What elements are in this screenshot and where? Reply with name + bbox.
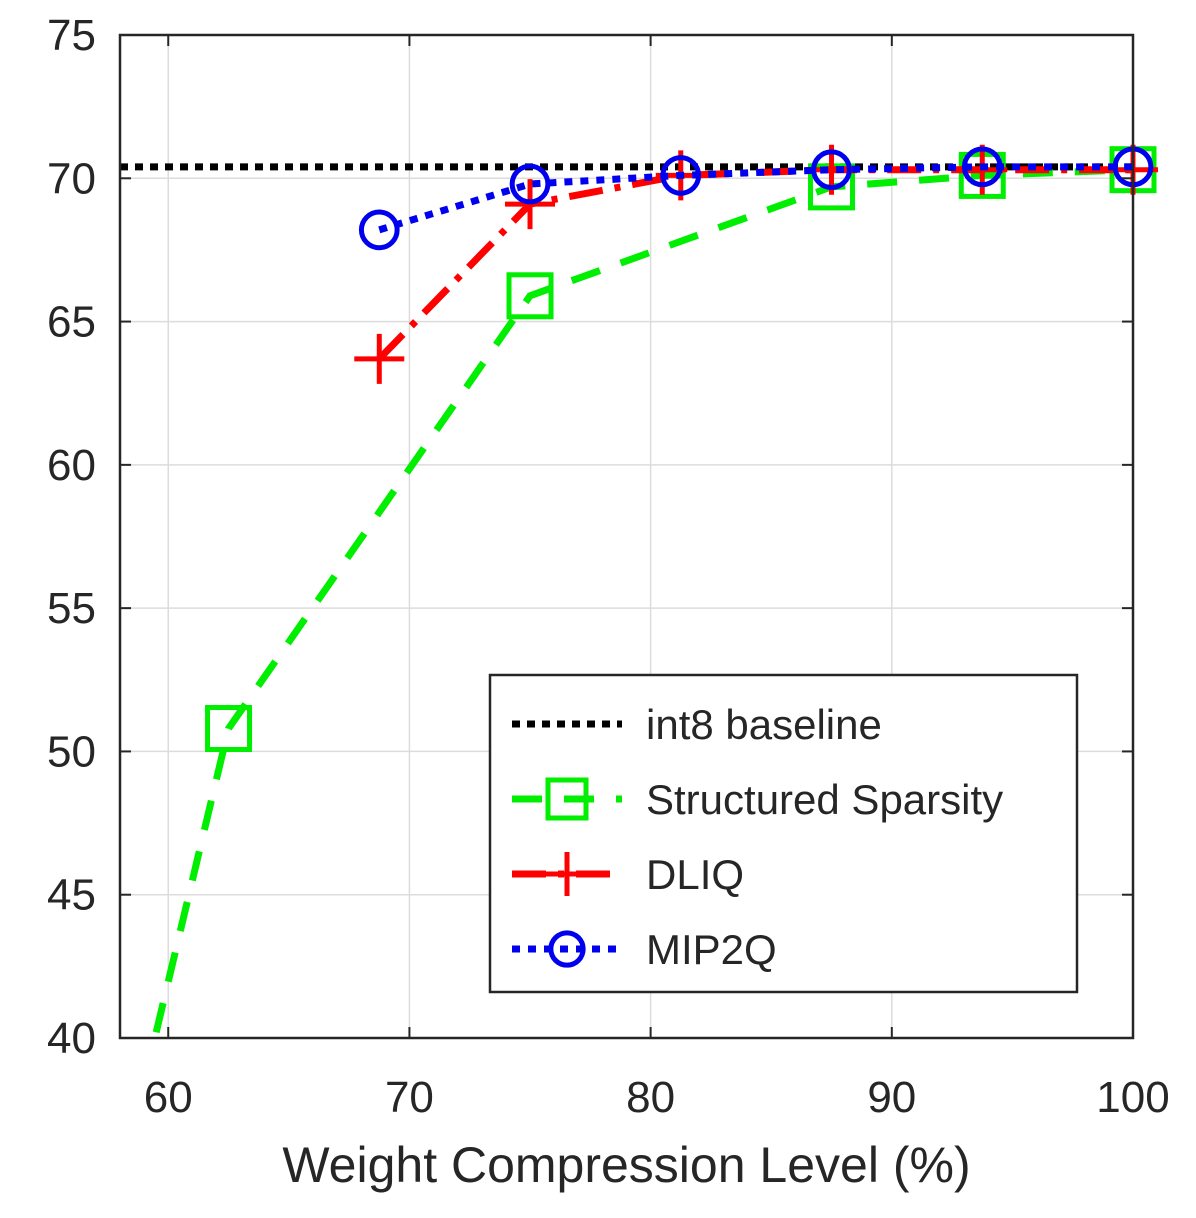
y-tick-label: 50 xyxy=(47,727,96,776)
x-tick-label: 80 xyxy=(626,1073,675,1122)
axes-box xyxy=(118,33,1135,1040)
circle-marker xyxy=(660,155,702,196)
legend: int8 baseline Structured Sparsity DLIQ MIP2… xyxy=(488,673,1079,994)
legend-entry-label: MIP2Q xyxy=(646,926,777,973)
legend-entry-label: DLIQ xyxy=(646,851,744,898)
square-marker xyxy=(506,272,554,320)
y-tick-label: 65 xyxy=(47,298,96,347)
square-marker xyxy=(545,777,589,821)
circle-marker xyxy=(358,209,400,251)
series-layer xyxy=(120,144,1158,1034)
circle-marker xyxy=(961,146,1003,188)
legend-entry-label: int8 baseline xyxy=(646,701,882,748)
y-tick-label: 45 xyxy=(47,871,96,920)
x-tick-label: 70 xyxy=(385,1073,434,1122)
y-tick-label: 55 xyxy=(47,584,96,633)
circle-marker xyxy=(548,930,586,968)
circle-marker xyxy=(811,149,852,191)
plus-marker xyxy=(545,852,589,896)
series-line xyxy=(152,166,1134,1034)
tick-layer: 60 70 80 90 100 40 45 50 55 60 65 70 75 xyxy=(47,11,1170,1122)
plus-marker xyxy=(354,333,405,384)
x-axis-label: Weight Compression Level (%) xyxy=(282,1137,970,1193)
x-tick-label: 100 xyxy=(1096,1073,1169,1122)
y-tick-label: 75 xyxy=(47,11,96,60)
y-tick-label: 70 xyxy=(47,154,96,203)
x-tick-label: 90 xyxy=(867,1073,916,1122)
series-line xyxy=(378,163,1133,234)
circle-marker xyxy=(509,163,551,205)
y-tick-label: 40 xyxy=(47,1014,96,1063)
legend-box xyxy=(488,673,1079,994)
y-tick-label: 60 xyxy=(47,441,96,490)
square-marker xyxy=(205,705,253,753)
x-tick-label: 60 xyxy=(144,1073,193,1122)
legend-entry-label: Structured Sparsity xyxy=(646,776,1003,823)
grid-layer xyxy=(120,34,1134,1039)
